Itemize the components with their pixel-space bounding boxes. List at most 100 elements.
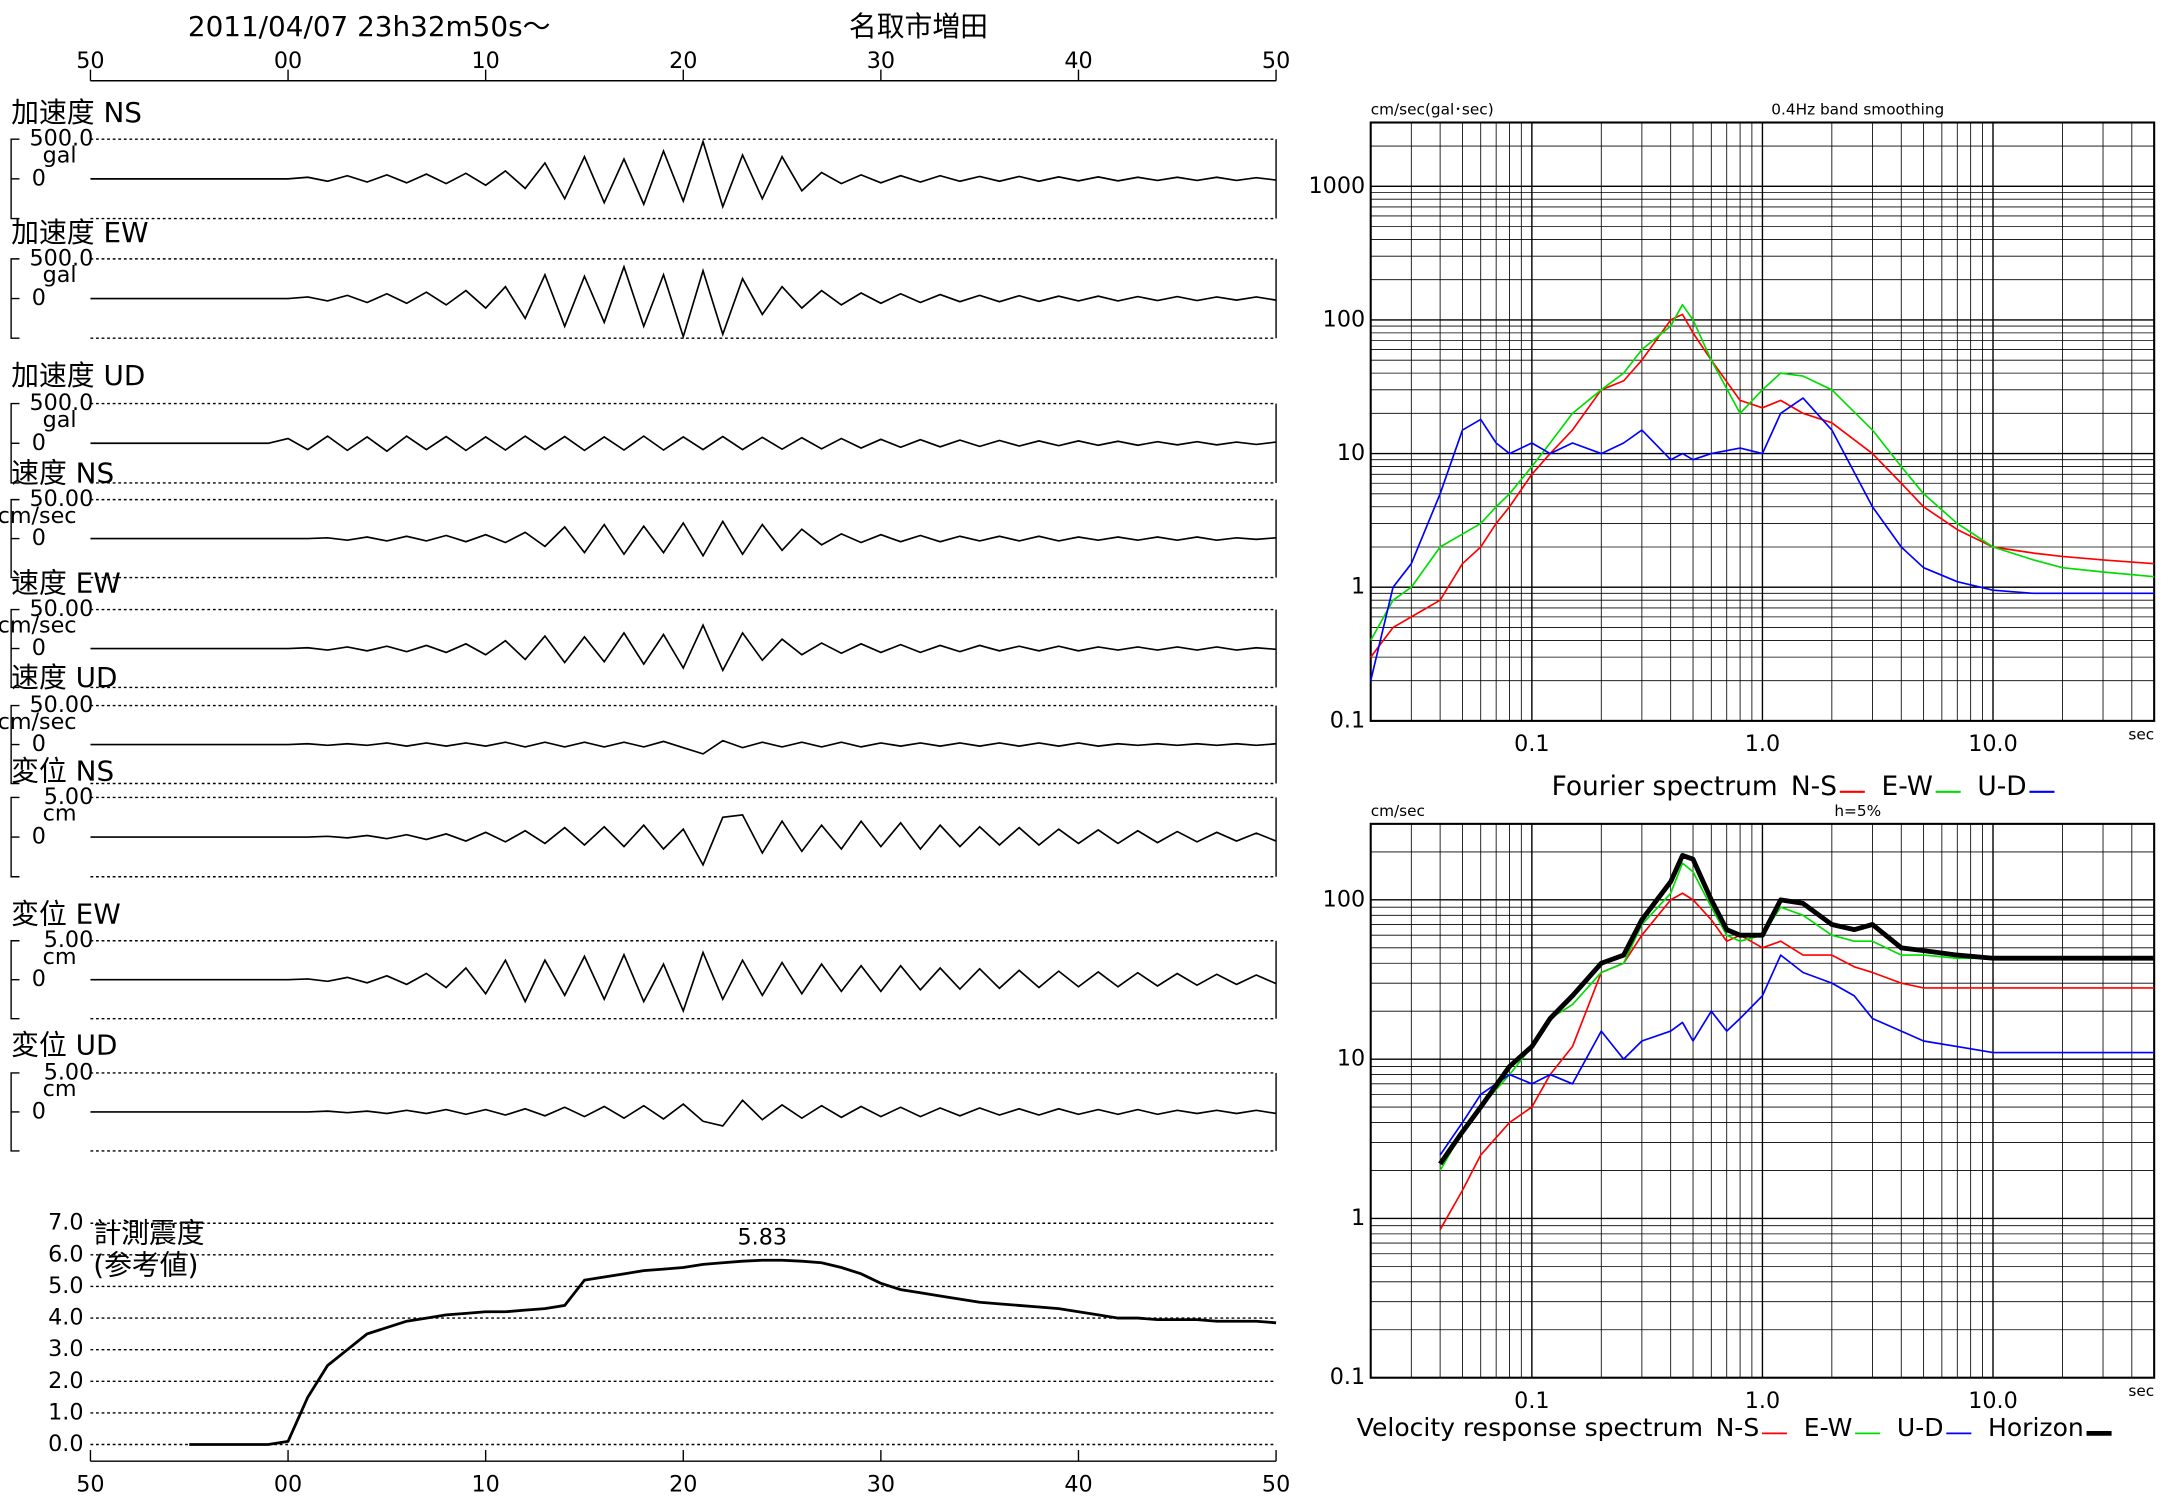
spectrum-line <box>1369 303 2155 641</box>
y-tick-label: 0.1 <box>1330 707 1365 733</box>
y-tick-label: 0 <box>32 731 46 757</box>
plot-title: 0.4Hz band smoothing <box>1771 100 1944 118</box>
legend-label: N-S <box>1716 1413 1760 1442</box>
y-tick-label: 10 <box>1337 1046 1365 1072</box>
legend-label: N-S <box>1791 771 1837 802</box>
y-tick-label: 5.00 <box>44 784 94 810</box>
y-tick-label: 0 <box>32 165 46 191</box>
y-tick-label: 0 <box>32 1098 46 1124</box>
spectrum-line <box>1370 313 2155 658</box>
intensity-title: 計測震度 <box>93 1216 204 1249</box>
y-tick-label: 0 <box>32 525 46 551</box>
y-tick-label: 10 <box>1337 440 1365 466</box>
y-tick-label: 0 <box>32 635 46 661</box>
unit-label: cm/sec <box>0 709 77 735</box>
trace-name: 加速度 EW <box>11 216 148 249</box>
unit-label: gal <box>43 262 77 288</box>
x-tick-label: 10 <box>472 48 500 74</box>
x-tick-label: 20 <box>669 48 697 74</box>
x-tick-label: 30 <box>867 1471 895 1497</box>
y-tick-label: 50.00 <box>30 486 94 512</box>
trace-name: 変位 NS <box>11 754 114 787</box>
legend-label: U-D <box>1977 771 2026 802</box>
x-tick-label: 50 <box>1262 1471 1290 1497</box>
waveform <box>90 264 1277 340</box>
x-tick-label: 1.0 <box>1745 1388 1780 1414</box>
legend-title: Fourier spectrum <box>1552 771 1778 802</box>
y-tick-label: 500.0 <box>30 245 94 271</box>
unit-label: cm <box>43 1076 77 1102</box>
y-tick-label: 6.0 <box>48 1241 83 1267</box>
y-tick-label: 500.0 <box>30 390 94 416</box>
unit-label: cm/sec <box>0 613 77 639</box>
y-tick-label: 0 <box>32 285 46 311</box>
x-tick-label: 40 <box>1064 48 1092 74</box>
trace-name: 速度 NS <box>11 457 114 490</box>
plot-title: h=5% <box>1834 802 1881 820</box>
y-tick-label: 100 <box>1323 306 1365 332</box>
y-tick-label: 3.0 <box>48 1336 83 1362</box>
spectrum-line <box>1439 862 2155 1171</box>
y-axis-label: cm/sec <box>1371 802 1425 820</box>
y-tick-label: 5.00 <box>44 1059 94 1085</box>
x-tick-label: 10 <box>472 1471 500 1497</box>
spectrum-line <box>1439 954 2155 1156</box>
unit-label: cm <box>43 944 77 970</box>
spectrum-line <box>1438 853 2155 1166</box>
waveform <box>90 813 1277 867</box>
x-tick-label: 20 <box>669 1471 697 1497</box>
x-axis-label: sec <box>2128 725 2154 743</box>
x-tick-label: 0.1 <box>1514 1388 1549 1414</box>
unit-label: gal <box>43 407 77 433</box>
waveform <box>90 519 1277 558</box>
waveform <box>90 435 1277 453</box>
y-tick-label: 0 <box>32 966 46 992</box>
x-tick-label: 50 <box>1262 48 1290 74</box>
waveform <box>90 623 1277 673</box>
waveform <box>90 950 1277 1014</box>
x-tick-label: 0.1 <box>1514 731 1549 757</box>
y-axis-label: cm/sec(gal･sec) <box>1371 100 1494 118</box>
waveform <box>90 1098 1277 1127</box>
trace-name: 速度 UD <box>11 661 117 694</box>
legend-label: E-W <box>1882 771 1933 802</box>
waveform <box>90 138 1277 210</box>
y-tick-label: 1.0 <box>48 1399 83 1425</box>
intensity-subtitle: (参考値) <box>93 1248 198 1281</box>
spectrum-line <box>1369 397 2155 681</box>
x-tick-label: 00 <box>274 48 302 74</box>
legend-title: Velocity response spectrum <box>1357 1413 1703 1442</box>
y-tick-label: 0.1 <box>1330 1364 1365 1390</box>
y-tick-label: 500.0 <box>30 126 94 152</box>
trace-name: 加速度 UD <box>11 359 145 392</box>
y-tick-label: 5.0 <box>48 1273 83 1299</box>
x-tick-label: 00 <box>274 1471 302 1497</box>
x-axis-label: sec <box>2128 1382 2154 1400</box>
y-tick-label: 0 <box>32 824 46 850</box>
station-name: 名取市増田 <box>849 10 988 43</box>
unit-label: cm/sec <box>0 503 77 529</box>
x-tick-label: 50 <box>76 1471 104 1497</box>
y-tick-label: 0.0 <box>48 1431 83 1457</box>
y-tick-label: 0 <box>32 430 46 456</box>
y-tick-label: 100 <box>1323 886 1365 912</box>
y-tick-label: 7.0 <box>48 1210 83 1236</box>
x-tick-label: 50 <box>76 48 104 74</box>
y-tick-label: 50.00 <box>30 596 94 622</box>
annotation: 5.83 <box>738 1224 788 1250</box>
plot-frame <box>1369 121 2156 722</box>
trace-name: 加速度 NS <box>11 96 142 129</box>
unit-label: cm <box>43 801 77 827</box>
y-tick-label: 5.00 <box>44 927 94 953</box>
trace-name: 速度 EW <box>11 567 121 600</box>
trace-name: 変位 EW <box>11 898 121 931</box>
y-tick-label: 50.00 <box>30 692 94 718</box>
x-tick-label: 1.0 <box>1745 731 1780 757</box>
intensity-line <box>189 1258 1277 1446</box>
x-tick-label: 30 <box>867 48 895 74</box>
x-tick-label: 10.0 <box>1968 731 2018 757</box>
y-tick-label: 2.0 <box>48 1368 83 1394</box>
x-tick-label: 10.0 <box>1968 1388 2018 1414</box>
legend-label: Horizon <box>1988 1413 2084 1442</box>
